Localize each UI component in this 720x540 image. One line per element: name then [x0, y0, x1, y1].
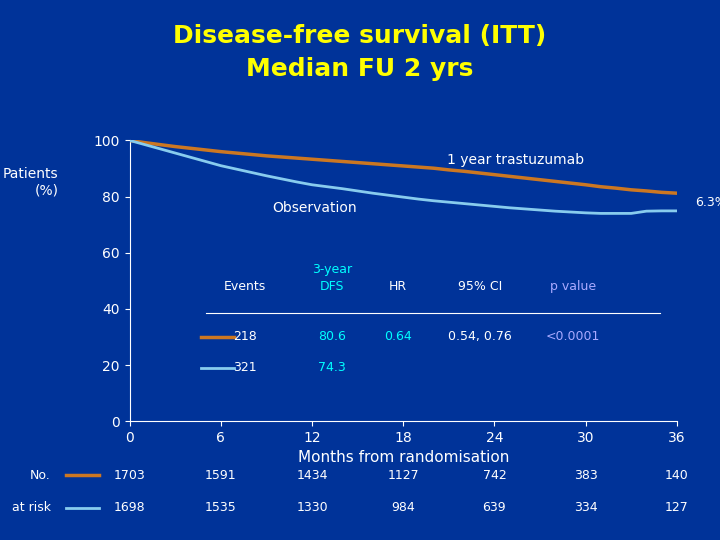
Text: 0.64: 0.64 [384, 330, 412, 343]
Y-axis label: Patients
(%): Patients (%) [3, 167, 58, 198]
Text: 140: 140 [665, 469, 688, 482]
Text: 1 year trastuzumab: 1 year trastuzumab [447, 153, 584, 167]
Text: 1330: 1330 [296, 501, 328, 514]
Text: 1127: 1127 [387, 469, 419, 482]
Text: 0.54, 0.76: 0.54, 0.76 [448, 330, 512, 343]
Text: 1535: 1535 [205, 501, 237, 514]
Text: 321: 321 [233, 361, 256, 374]
X-axis label: Months from randomisation: Months from randomisation [297, 450, 509, 465]
Text: 334: 334 [574, 501, 598, 514]
Text: <0.0001: <0.0001 [546, 330, 600, 343]
Text: 1698: 1698 [114, 501, 145, 514]
Text: DFS: DFS [320, 280, 344, 293]
Text: 1703: 1703 [114, 469, 145, 482]
Text: HR: HR [389, 280, 407, 293]
Text: Observation: Observation [272, 201, 356, 215]
Text: 74.3: 74.3 [318, 361, 346, 374]
Text: 383: 383 [574, 469, 598, 482]
Text: No.: No. [30, 469, 50, 482]
Text: at risk: at risk [12, 501, 50, 514]
Text: 639: 639 [482, 501, 506, 514]
Text: 3-year: 3-year [312, 263, 352, 276]
Text: Median FU 2 yrs: Median FU 2 yrs [246, 57, 474, 80]
Text: 1434: 1434 [296, 469, 328, 482]
Text: Disease-free survival (ITT): Disease-free survival (ITT) [174, 24, 546, 48]
Text: p value: p value [550, 280, 596, 293]
Text: 984: 984 [392, 501, 415, 514]
Text: 80.6: 80.6 [318, 330, 346, 343]
Text: 127: 127 [665, 501, 688, 514]
Text: 95% CI: 95% CI [458, 280, 502, 293]
Text: 218: 218 [233, 330, 256, 343]
Text: 6.3%: 6.3% [695, 195, 720, 208]
Text: 742: 742 [482, 469, 506, 482]
Text: 1591: 1591 [205, 469, 237, 482]
Text: Events: Events [223, 280, 266, 293]
